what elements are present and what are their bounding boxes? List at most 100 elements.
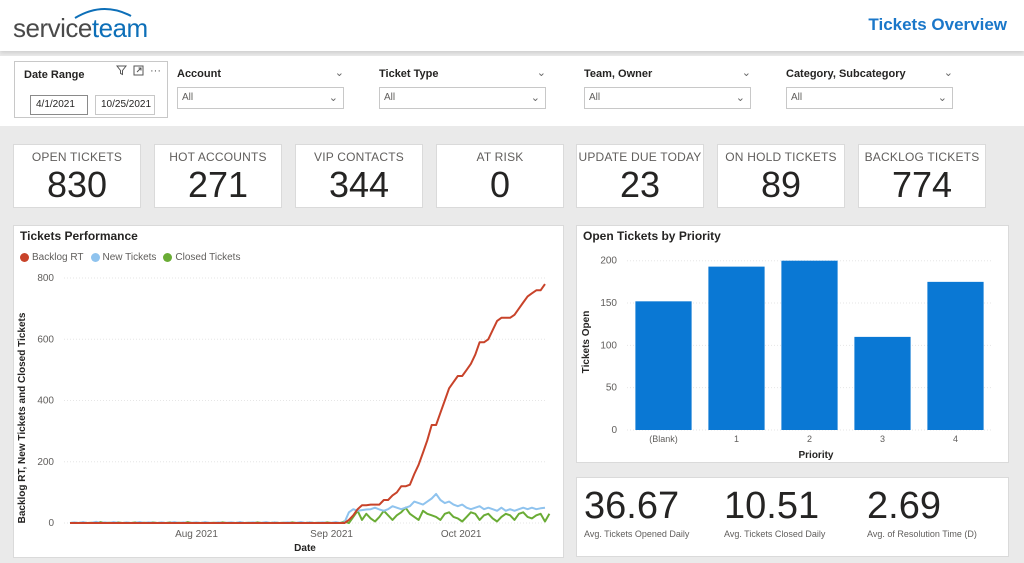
y-tick-label: 400	[37, 396, 54, 407]
x-tick-label: 2	[807, 434, 812, 444]
kpi-label: BACKLOG TICKETS	[864, 150, 980, 164]
filter-bar: Date Range ··· 4/1/2021 10/25/2021 Accou…	[0, 56, 1024, 126]
chevron-down-icon: ⌄	[328, 92, 338, 104]
stat-value: 36.67	[584, 485, 680, 527]
page-title: Tickets Overview	[868, 15, 1007, 34]
account-slicer-title: Account	[177, 68, 221, 80]
x-tick-label: 3	[880, 434, 885, 444]
legend-dot-icon	[163, 253, 173, 262]
x-tick-label: 1	[734, 434, 739, 444]
kpi-hot-accounts: HOT ACCOUNTS 271	[154, 144, 282, 208]
y-tick-label: 200	[600, 256, 617, 267]
kpi-value: 0	[489, 164, 511, 205]
kpi-value: 830	[46, 164, 108, 205]
averages-card: 36.67 Avg. Tickets Opened Daily 10.51 Av…	[576, 477, 1009, 557]
focus-mode-icon[interactable]	[133, 65, 144, 76]
date-start-input[interactable]: 4/1/2021	[30, 95, 88, 115]
y-tick-label: 200	[37, 457, 54, 468]
date-range-slicer: Date Range ··· 4/1/2021 10/25/2021	[14, 61, 168, 118]
category-dropdown-value: All	[791, 92, 803, 103]
kpi-on-hold-tickets: ON HOLD TICKETS 89	[717, 144, 845, 208]
y-tick-label: 50	[606, 383, 618, 394]
chart-title: Tickets Performance	[20, 229, 138, 243]
stat-value: 2.69	[867, 485, 941, 527]
kpi-label: ON HOLD TICKETS	[725, 150, 837, 164]
chevron-down-icon[interactable]: ⌄	[334, 67, 344, 79]
chevron-down-icon: ⌄	[937, 92, 947, 104]
ticket-type-dropdown[interactable]: All ⌄	[379, 87, 546, 109]
chevron-down-icon[interactable]: ⌄	[536, 67, 546, 79]
legend-dot-icon	[20, 253, 29, 262]
y-tick-label: 800	[37, 273, 54, 284]
legend-label: New Tickets	[102, 252, 157, 263]
date-end-input[interactable]: 10/25/2021	[95, 95, 155, 115]
open-tickets-by-priority-chart[interactable]: Open Tickets by Priority Tickets Open Pr…	[576, 225, 1009, 463]
kpi-label: OPEN TICKETS	[31, 150, 123, 164]
kpi-label: AT RISK	[476, 150, 524, 164]
chevron-down-icon[interactable]: ⌄	[943, 67, 953, 79]
ticket-type-slicer-title: Ticket Type	[379, 68, 439, 80]
legend-item-backlog[interactable]: Backlog RT	[20, 252, 84, 263]
stat-avg-resolution: 2.69 Avg. of Resolution Time (D)	[867, 486, 977, 539]
stat-value: 10.51	[724, 485, 820, 527]
bar-2	[781, 260, 838, 430]
logo-arc-icon	[74, 8, 132, 19]
date-range-title: Date Range	[24, 69, 85, 81]
bar-blank	[635, 301, 692, 430]
bar-chart-plot: Tickets Open Priority 0 50 100 150 200 (Blank…	[581, 256, 992, 461]
team-owner-dropdown[interactable]: All ⌄	[584, 87, 751, 109]
kpi-at-risk: AT RISK 0	[436, 144, 564, 208]
kpi-update-due-today: UPDATE DUE TODAY 23	[576, 144, 704, 208]
kpi-backlog-tickets: BACKLOG TICKETS 774	[858, 144, 986, 208]
kpi-value: 23	[619, 164, 661, 205]
x-tick-label: 4	[953, 434, 958, 444]
kpi-value: 344	[328, 164, 390, 205]
category-slicer-title: Category, Subcategory	[786, 68, 906, 80]
account-dropdown[interactable]: All ⌄	[177, 87, 344, 109]
y-axis-label: Tickets Open	[581, 311, 592, 374]
kpi-open-tickets: OPEN TICKETS 830	[13, 144, 141, 208]
chevron-down-icon: ⌄	[530, 92, 540, 104]
y-tick-label: 0	[611, 425, 617, 436]
x-tick-label: Oct 2021	[441, 529, 482, 540]
stat-label: Avg. Tickets Closed Daily	[724, 529, 826, 539]
y-tick-label: 150	[600, 298, 617, 309]
team-owner-dropdown-value: All	[589, 92, 601, 103]
x-tick-label: Sep 2021	[310, 529, 353, 540]
y-tick-label: 0	[48, 518, 54, 529]
logo-wordmark: serviceteam	[13, 13, 148, 43]
category-dropdown[interactable]: All ⌄	[786, 87, 953, 109]
series-line-closed-tickets	[69, 506, 551, 524]
team-owner-slicer-title: Team, Owner	[584, 68, 653, 80]
tickets-performance-chart[interactable]: Tickets Performance Backlog RT New Ticke…	[13, 225, 564, 558]
ticket-type-dropdown-value: All	[384, 92, 396, 103]
more-options-icon[interactable]: ···	[150, 65, 161, 77]
y-tick-label: 600	[37, 334, 54, 345]
bar-1	[708, 266, 765, 430]
chart-legend: Backlog RT New Tickets Closed Tickets	[20, 252, 240, 263]
kpi-value: 774	[891, 164, 953, 205]
visual-header-tools: ···	[116, 65, 161, 77]
kpi-value: 89	[760, 164, 802, 205]
chevron-down-icon: ⌄	[735, 92, 745, 104]
y-axis-label: Backlog RT, New Tickets and Closed Ticke…	[17, 312, 28, 523]
x-axis-label: Date	[294, 543, 316, 554]
chevron-down-icon[interactable]: ⌄	[741, 67, 751, 79]
stat-label: Avg. of Resolution Time (D)	[867, 529, 977, 539]
x-axis-label: Priority	[798, 450, 833, 461]
kpi-label: HOT ACCOUNTS	[169, 150, 267, 164]
serviceteam-logo: serviceteam	[13, 8, 148, 43]
filter-icon[interactable]	[116, 65, 127, 76]
x-tick-label: (Blank)	[649, 434, 678, 444]
header-bar: serviceteam Tickets Overview	[0, 0, 1024, 51]
legend-item-closed[interactable]: Closed Tickets	[163, 252, 240, 263]
bar-3	[854, 336, 911, 430]
stat-avg-opened: 36.67 Avg. Tickets Opened Daily	[584, 486, 689, 539]
series-line-backlog-rt	[70, 283, 546, 524]
kpi-vip-contacts: VIP CONTACTS 344	[295, 144, 423, 208]
legend-item-new[interactable]: New Tickets	[90, 252, 157, 263]
x-tick-label: Aug 2021	[175, 529, 218, 540]
series-line-new-tickets	[69, 492, 546, 524]
kpi-value: 271	[187, 164, 249, 205]
stat-avg-closed: 10.51 Avg. Tickets Closed Daily	[724, 486, 825, 539]
